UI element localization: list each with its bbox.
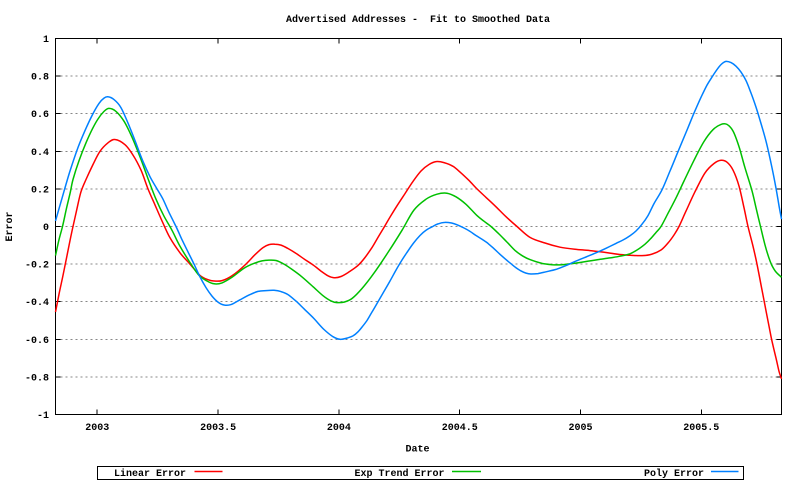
svg-text:Error: Error <box>5 211 16 241</box>
svg-text:2003: 2003 <box>85 423 109 434</box>
svg-text:Linear Error: Linear Error <box>114 468 186 480</box>
svg-text:Poly Error: Poly Error <box>644 468 704 480</box>
svg-text:2003.5: 2003.5 <box>200 423 236 434</box>
svg-text:-0.4: -0.4 <box>25 298 49 309</box>
svg-text:-0.8: -0.8 <box>25 373 49 384</box>
svg-text:0.8: 0.8 <box>31 73 49 84</box>
svg-text:2004.5: 2004.5 <box>442 423 478 434</box>
svg-text:-1: -1 <box>37 411 49 422</box>
svg-text:Date: Date <box>405 445 429 456</box>
svg-text:2004: 2004 <box>327 423 351 434</box>
svg-text:2005: 2005 <box>568 423 592 434</box>
svg-text:-0.6: -0.6 <box>25 336 49 347</box>
svg-text:0.6: 0.6 <box>31 110 49 121</box>
svg-text:0.4: 0.4 <box>31 148 49 159</box>
svg-text:0: 0 <box>43 223 49 234</box>
svg-text:Exp Trend Error: Exp Trend Error <box>355 468 445 480</box>
svg-text:0.2: 0.2 <box>31 185 49 196</box>
svg-text:Advertised Addresses - Fit to: Advertised Addresses - Fit to Smoothed D… <box>286 14 550 26</box>
svg-text:-0.2: -0.2 <box>25 261 49 272</box>
svg-text:2005.5: 2005.5 <box>683 423 719 434</box>
svg-text:1: 1 <box>43 35 49 46</box>
